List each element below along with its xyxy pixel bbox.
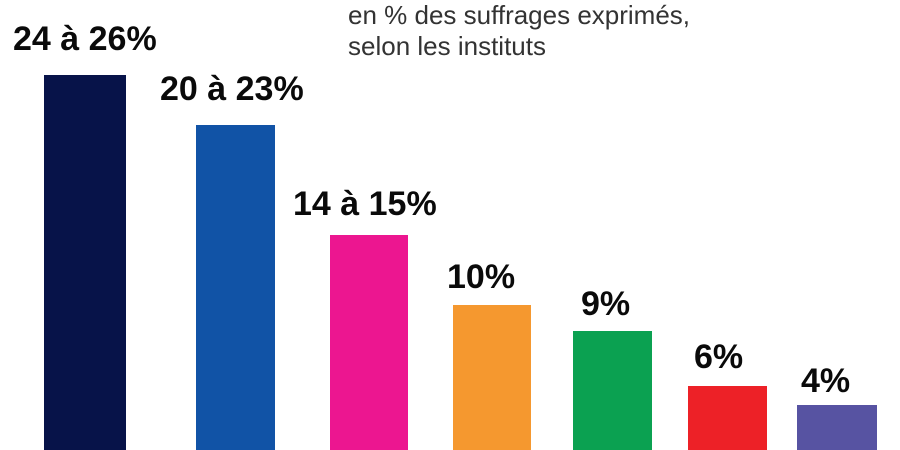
- bar-4: [453, 305, 531, 450]
- bar-1: [44, 75, 126, 450]
- bar-value-label-2: 20 à 23%: [160, 70, 304, 108]
- bar-value-label-5: 9%: [581, 285, 631, 323]
- chart-subtitle-line2: selon les instituts: [348, 31, 546, 61]
- bar-2: [196, 125, 275, 450]
- bar-value-label-1: 24 à 26%: [13, 20, 157, 58]
- bar-3: [330, 235, 408, 450]
- chart-subtitle: en % des suffrages exprimés, selon les i…: [348, 0, 690, 62]
- bar-5: [573, 331, 652, 450]
- bar-value-label-6: 6%: [694, 338, 744, 376]
- bar-7: [797, 405, 877, 450]
- bar-6: [688, 386, 767, 450]
- bar-value-label-7: 4%: [801, 362, 851, 400]
- bar-value-label-4: 10%: [447, 258, 516, 296]
- chart-subtitle-line1: en % des suffrages exprimés,: [348, 0, 691, 30]
- bar-value-label-3: 14 à 15%: [293, 185, 437, 223]
